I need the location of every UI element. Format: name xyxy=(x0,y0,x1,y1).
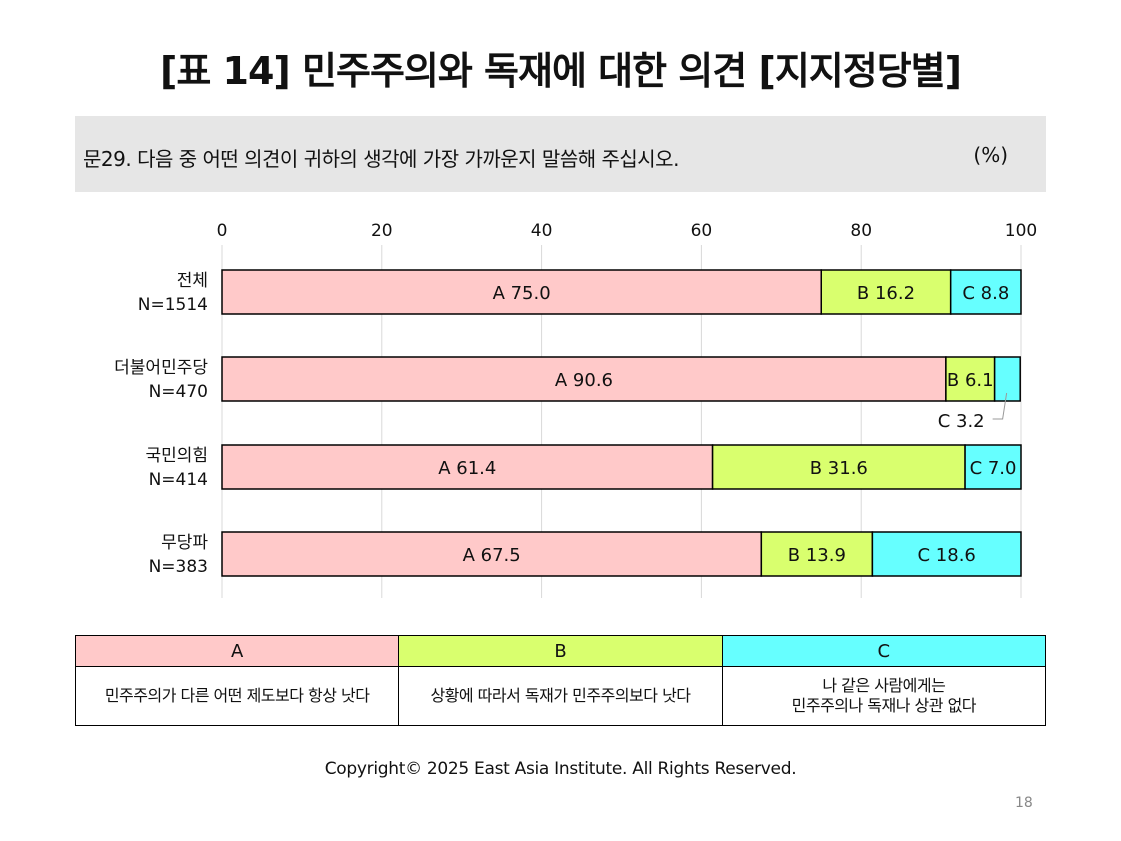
x-tick-label-0: 0 xyxy=(217,221,228,241)
legend-desc-c-line1: 나 같은 사람에게는 xyxy=(822,676,946,695)
data-label-a-1: A 90.6 xyxy=(555,370,613,391)
data-label-c-1: C 3.2 xyxy=(938,411,985,432)
bar-c-3 xyxy=(871,531,1022,577)
callout-leader-1 xyxy=(992,392,1008,420)
bar-b-2 xyxy=(711,444,966,490)
x-tick-label-100: 100 xyxy=(1005,221,1037,241)
data-label-c-2: C 7.0 xyxy=(970,458,1017,479)
legend-desc-c-line2: 민주주의나 독재나 상관 없다 xyxy=(791,696,977,715)
bar-c-2 xyxy=(964,444,1022,490)
data-label-a-2: A 61.4 xyxy=(438,458,496,479)
legend-table: A B C 민주주의가 다른 어떤 제도보다 항상 낫다 상황에 따라서 독재가… xyxy=(74,635,1047,726)
question-text: 문29. 다음 중 어떤 의견이 귀하의 생각에 가장 가까운지 말씀해 주십시… xyxy=(83,147,679,171)
data-label-a-0: A 75.0 xyxy=(493,283,551,304)
category-n-label-0: N=1514 xyxy=(138,295,208,315)
category-label-2: 국민의힘 xyxy=(145,446,208,466)
stacked-bar-chart: 0 20 40 60 80 100 전체 N=1514 A 75.0 B 16.2 C 8.8 더불어… xyxy=(114,221,1037,598)
legend-desc-a-line1: 민주주의가 다른 어떤 제도보다 항상 낫다 xyxy=(104,686,370,705)
data-label-b-2: B 31.6 xyxy=(810,458,868,479)
category-label-3: 무당파 xyxy=(161,533,208,553)
copyright: Copyright© 2025 East Asia Institute. All… xyxy=(324,759,797,779)
bar-b-0 xyxy=(820,269,952,315)
bar-b-3 xyxy=(760,531,874,577)
legend-desc-c: 나 같은 사람에게는 민주주의나 독재나 상관 없다 xyxy=(721,666,1047,726)
category-n-label-2: N=414 xyxy=(149,470,208,490)
category-n-label-1: N=470 xyxy=(149,382,208,402)
bar-a-1 xyxy=(221,356,947,402)
x-tick-label-40: 40 xyxy=(531,221,553,241)
bar-c-0 xyxy=(949,269,1022,315)
legend-key-a: A xyxy=(74,635,400,667)
legend-key-c: C xyxy=(721,635,1047,667)
data-label-c-3: C 18.6 xyxy=(918,545,976,566)
data-label-a-3: A 67.5 xyxy=(463,545,521,566)
data-label-b-1: B 6.1 xyxy=(947,370,994,391)
legend-desc-b: 상황에 따라서 독재가 민주주의보다 낫다 xyxy=(398,666,723,726)
category-n-label-3: N=383 xyxy=(149,557,208,577)
legend-desc-b-line1: 상황에 따라서 독재가 민주주의보다 낫다 xyxy=(430,686,691,705)
category-label-1: 더불어민주당 xyxy=(114,358,208,378)
x-tick-label-80: 80 xyxy=(850,221,872,241)
x-tick-label-20: 20 xyxy=(371,221,393,241)
bar-c-1 xyxy=(993,356,1021,402)
data-label-c-0: C 8.8 xyxy=(962,283,1009,304)
unit-label: (%) xyxy=(973,143,1008,167)
page-title: [표 14] 민주주의와 독재에 대한 의견 [지지정당별] xyxy=(159,49,962,93)
page-number: 18 xyxy=(1015,795,1033,811)
category-label-0: 전체 xyxy=(177,271,208,291)
data-label-b-0: B 16.2 xyxy=(857,283,915,304)
legend-key-b: B xyxy=(398,635,723,667)
bar-a-2 xyxy=(221,444,714,490)
data-label-b-3: B 13.9 xyxy=(788,545,846,566)
legend-desc-a: 민주주의가 다른 어떤 제도보다 항상 낫다 xyxy=(74,666,400,726)
question-box: 문29. 다음 중 어떤 의견이 귀하의 생각에 가장 가까운지 말씀해 주십시… xyxy=(75,116,1046,192)
x-tick-label-60: 60 xyxy=(691,221,713,241)
bar-a-3 xyxy=(221,531,763,577)
